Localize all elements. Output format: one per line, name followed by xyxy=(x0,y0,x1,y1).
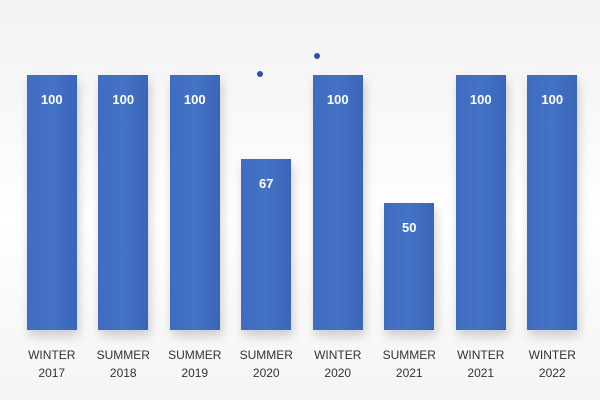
value-label: 100 xyxy=(40,92,63,107)
x-tick-label: SUMMER 2019 xyxy=(168,348,222,380)
value-label: 100 xyxy=(183,92,206,107)
x-tick-label: WINTER 2017 xyxy=(28,348,76,380)
x-tick-label: SUMMER 2021 xyxy=(382,348,436,380)
value-label: 100 xyxy=(112,92,135,107)
x-tick-label: SUMMER 2018 xyxy=(96,348,150,380)
x-tick-label: SUMMER 2020 xyxy=(239,348,293,380)
x-tick-label: WINTER 2021 xyxy=(457,348,505,380)
x-tick-label: WINTER 2022 xyxy=(528,348,576,380)
value-label: 67 xyxy=(259,176,274,192)
bar xyxy=(241,159,292,330)
bar xyxy=(312,75,363,330)
x-tick-label: WINTER 2020 xyxy=(314,348,362,380)
bar xyxy=(384,202,435,330)
value-label: 100 xyxy=(541,92,564,107)
bar xyxy=(98,75,149,330)
value-label: 100 xyxy=(326,92,349,107)
bar xyxy=(527,75,578,330)
value-label: 100 xyxy=(469,92,492,107)
bar xyxy=(455,75,506,330)
bar xyxy=(169,75,220,330)
bar xyxy=(26,75,77,330)
value-label: 50 xyxy=(402,219,417,235)
decor-dot xyxy=(314,53,320,59)
decor-dot xyxy=(257,71,263,77)
